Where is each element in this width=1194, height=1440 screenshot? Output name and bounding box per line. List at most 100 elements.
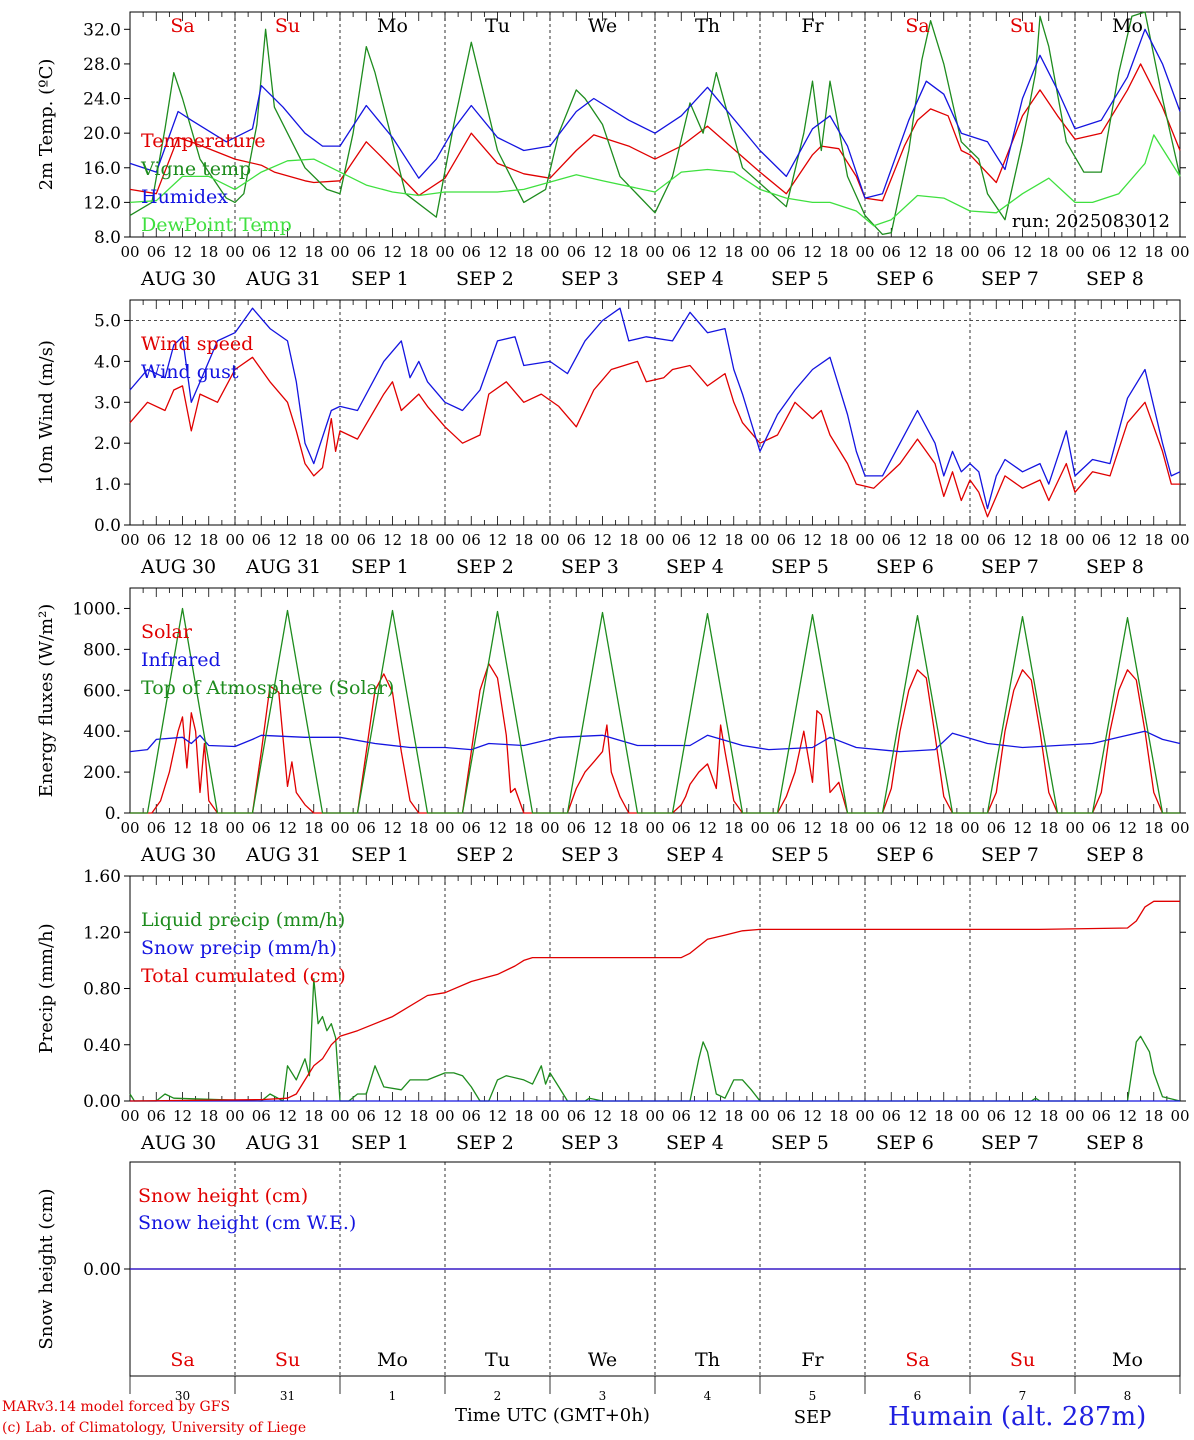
hour-tick-label: 18 [619, 531, 638, 549]
hour-tick-label: 18 [619, 819, 638, 837]
hour-tick-label: 06 [252, 1107, 271, 1125]
hour-tick-label: 06 [882, 243, 901, 261]
legend-entry: Snow height (cm) [138, 1185, 308, 1207]
hour-tick-label: 00 [120, 243, 139, 261]
date-label: SEP 8 [1086, 1132, 1144, 1154]
y-tick-label: 32.0 [83, 20, 121, 40]
legend-entry: Temperature [141, 130, 265, 152]
hour-tick-label: 00 [330, 531, 349, 549]
hour-tick-label: 00 [855, 531, 874, 549]
legend-entry: Wind gust [141, 361, 239, 383]
date-number: 8 [1124, 1389, 1132, 1403]
legend-entry: Snow precip (mm/h) [141, 937, 337, 959]
hour-tick-label: 00 [960, 1107, 979, 1125]
hour-tick-label: 06 [147, 531, 166, 549]
y-tick-label: 0.40 [83, 1036, 121, 1056]
hour-tick-label: 06 [147, 1107, 166, 1125]
hour-tick-label: 00 [750, 819, 769, 837]
hour-tick-label: 00 [1170, 531, 1189, 549]
hour-tick-label: 00 [330, 243, 349, 261]
y-tick-label: 4.0 [94, 352, 121, 372]
date-label: SEP 5 [771, 844, 829, 866]
hour-tick-label: 12 [1013, 819, 1032, 837]
date-label: SEP 6 [876, 556, 934, 578]
y-axis-label: Precip (mm/h) [36, 923, 57, 1053]
weekday-label: We [588, 15, 617, 37]
date-label: SEP 2 [456, 844, 514, 866]
hour-tick-label: 06 [357, 243, 376, 261]
hour-tick-label: 18 [304, 1107, 323, 1125]
series-line-wind-speed [129, 356, 1180, 518]
date-number: 4 [704, 1389, 712, 1403]
lab-credit: (c) Lab. of Climatology, University of L… [2, 1420, 307, 1436]
legend-entry: Humidex [141, 186, 228, 208]
y-axis-label: Energy fluxes (W/m²) [36, 604, 57, 798]
hour-tick-label: 06 [357, 531, 376, 549]
hour-tick-label: 18 [829, 243, 848, 261]
y-tick-label: 0.80 [83, 980, 121, 1000]
date-label: SEP 8 [1086, 556, 1144, 578]
legend-entry: Wind speed [141, 333, 253, 355]
hour-tick-label: 06 [777, 531, 796, 549]
hour-tick-label: 18 [514, 819, 533, 837]
date-number: 2 [494, 1389, 502, 1403]
hour-tick-label: 18 [514, 531, 533, 549]
hour-tick-label: 00 [1065, 819, 1084, 837]
date-label: AUG 31 [245, 268, 321, 290]
hour-tick-label: 18 [934, 243, 953, 261]
hour-tick-label: 12 [278, 1107, 297, 1125]
hour-tick-label: 00 [960, 819, 979, 837]
legend-entry: Total cumulated (cm) [141, 965, 346, 987]
date-label: SEP 4 [666, 268, 724, 290]
hour-tick-label: 06 [252, 243, 271, 261]
hour-tick-label: 06 [777, 819, 796, 837]
hour-tick-label: 18 [934, 819, 953, 837]
date-label: AUG 30 [140, 844, 216, 866]
y-tick-label: 24.0 [83, 90, 121, 110]
hour-tick-label: 12 [173, 531, 192, 549]
hour-tick-label: 12 [1013, 1107, 1032, 1125]
date-label: SEP 8 [1086, 268, 1144, 290]
series-line-total-cumulated-cm- [129, 900, 1180, 1102]
station-name: Humain (alt. 287m) [888, 1402, 1147, 1432]
date-label: SEP 6 [876, 268, 934, 290]
hour-tick-label: 06 [1092, 819, 1111, 837]
weekday-label: Th [695, 15, 720, 37]
weekday-label: Su [275, 1349, 300, 1371]
hour-tick-label: 00 [225, 531, 244, 549]
date-label: SEP 2 [456, 1132, 514, 1154]
y-tick-label: 1.20 [83, 923, 121, 943]
hour-tick-label: 06 [567, 243, 586, 261]
series-line-temperature [129, 63, 1181, 202]
hour-tick-label: 00 [330, 1107, 349, 1125]
hour-tick-label: 18 [304, 819, 323, 837]
hour-tick-label: 12 [908, 243, 927, 261]
panel-1: 8.0 12.0 16.0 20.0 24.0 28.0 32.0 2m Temp. (ºC)… [36, 11, 1190, 290]
date-label: SEP 5 [771, 1132, 829, 1154]
y-axis-label: 2m Temp. (ºC) [36, 59, 57, 191]
hour-tick-label: 12 [593, 531, 612, 549]
hour-tick-label: 06 [567, 1107, 586, 1125]
date-number: 1 [389, 1389, 397, 1403]
hour-tick-label: 12 [383, 1107, 402, 1125]
y-tick-label: 12.0 [83, 193, 121, 213]
hour-tick-label: 06 [672, 1107, 691, 1125]
series-line-vigne-temp [129, 11, 1181, 236]
hour-tick-label: 06 [252, 531, 271, 549]
hour-tick-label: 00 [645, 243, 664, 261]
hour-tick-label: 12 [698, 819, 717, 837]
series-line-infrared [129, 730, 1181, 753]
hour-tick-label: 00 [960, 531, 979, 549]
weekday-label: Sa [170, 1349, 194, 1371]
hour-tick-label: 00 [645, 819, 664, 837]
hour-tick-label: 18 [619, 1107, 638, 1125]
hour-tick-label: 06 [777, 1107, 796, 1125]
hour-tick-label: 12 [803, 243, 822, 261]
y-tick-label: 0.0 [94, 516, 121, 536]
hour-tick-label: 06 [882, 819, 901, 837]
date-number: 31 [280, 1389, 295, 1403]
weekday-label: Su [1010, 1349, 1035, 1371]
hour-tick-label: 06 [987, 243, 1006, 261]
date-label: SEP 7 [981, 556, 1039, 578]
hour-tick-label: 06 [462, 243, 481, 261]
